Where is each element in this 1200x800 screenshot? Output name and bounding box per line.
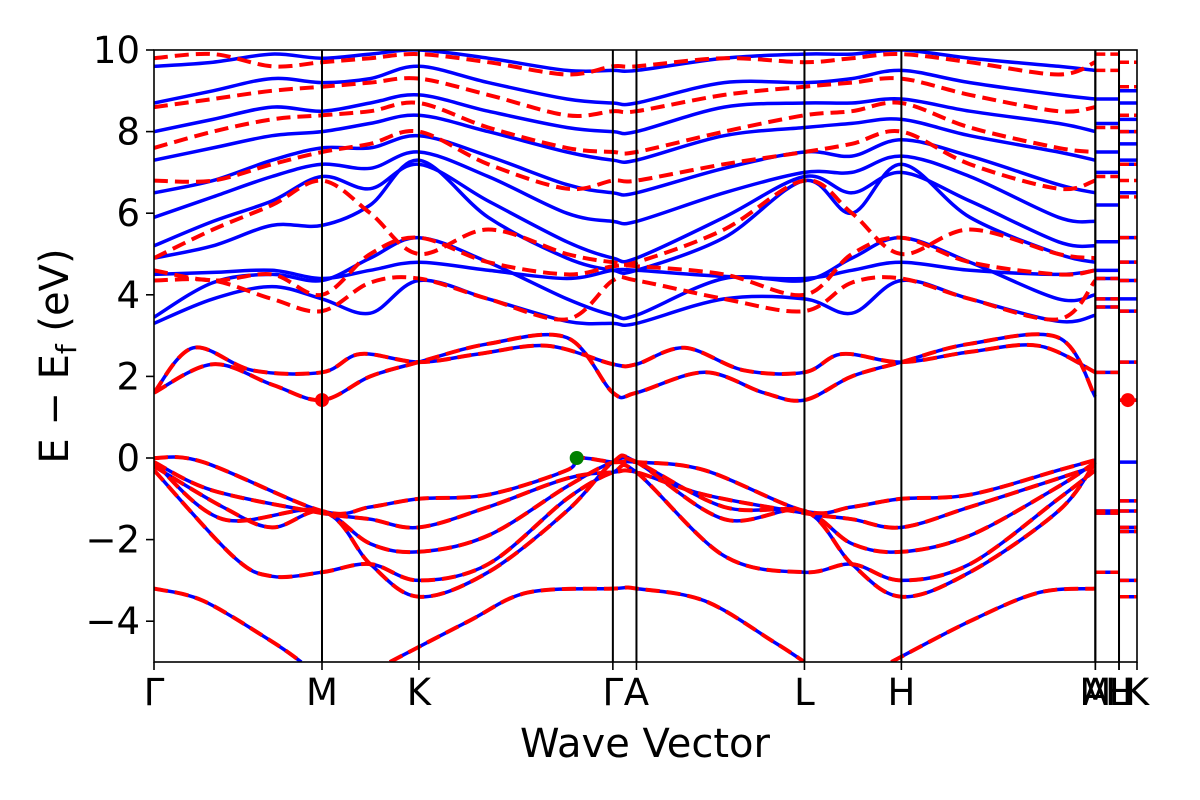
band-line-series-2-0 xyxy=(154,342,1097,395)
band-line-series-2-6 xyxy=(154,100,1096,156)
band-line-series-1-0 xyxy=(154,343,1097,394)
x-tick-label-3: Γ xyxy=(603,671,624,714)
band-line-series-2-5 xyxy=(154,129,1096,192)
bands-group xyxy=(154,50,1137,662)
y-axis-label: E − Ef (eV) xyxy=(32,248,83,463)
x-tick-label-1: M xyxy=(306,671,338,714)
band-line-series-2-15 xyxy=(388,585,806,662)
x-tick-label-8: M xyxy=(1079,671,1111,714)
band-line-series-1-7 xyxy=(154,150,1096,226)
x-tick-label-7: A xyxy=(1083,671,1108,714)
band-line-series-1-12 xyxy=(154,50,1096,74)
y-tick-label-7: 10 xyxy=(93,29,140,72)
band-line-series-1-8 xyxy=(154,133,1096,197)
band-line-series-1-11 xyxy=(154,64,1096,107)
x-tick-label-6: H xyxy=(887,671,915,714)
band-line-series-2-7 xyxy=(154,76,1096,118)
y-tick-label-6: 8 xyxy=(116,111,140,154)
plot-frame xyxy=(153,49,1138,663)
y-tick-label-2: 0 xyxy=(116,437,140,480)
band-line-series-1-9 xyxy=(154,113,1096,165)
x-tick-label-2: K xyxy=(407,671,433,714)
x-tick-label-10: H xyxy=(1105,671,1133,714)
band-line-series-2-12 xyxy=(154,463,1097,583)
band-line-series-1-10 xyxy=(154,92,1096,136)
vbm-marker-2 xyxy=(569,451,584,465)
y-tick-label-1: −2 xyxy=(85,519,140,562)
band-line-series-2-2 xyxy=(154,274,1097,322)
x-tick-label-5: L xyxy=(794,671,815,714)
plot-area xyxy=(154,50,1137,662)
x-tick-label-0: Γ xyxy=(144,671,165,714)
band-line-series-2-3 xyxy=(154,235,1096,298)
band-line-series-1-18 xyxy=(154,586,303,662)
band-line-series-1-20 xyxy=(890,586,1096,662)
band-line-series-1-19 xyxy=(389,585,806,662)
y-tick-label-0: −4 xyxy=(85,600,140,643)
y-tick-label-5: 6 xyxy=(116,192,140,235)
band-line-series-2-14 xyxy=(154,586,303,662)
x-axis-label: Wave Vector xyxy=(520,721,771,767)
x-tick-label-9: L xyxy=(1109,671,1130,714)
band-line-series-2-13 xyxy=(154,453,1097,599)
band-line-series-2-4 xyxy=(154,178,1096,267)
band-line-series-1-16 xyxy=(154,463,1097,583)
y-tick-label-3: 2 xyxy=(116,355,140,398)
band-line-series-2-16 xyxy=(890,586,1096,662)
band-line-series-1-6 xyxy=(154,162,1096,264)
x-tick-label-11: K xyxy=(1125,671,1151,714)
y-tick-label-4: 4 xyxy=(116,274,140,317)
band-line-series-2-8 xyxy=(154,51,1097,77)
x-tick-label-4: A xyxy=(624,671,649,714)
band-line-series-2-10 xyxy=(154,460,1096,530)
cbm-marker-1 xyxy=(1120,393,1135,408)
